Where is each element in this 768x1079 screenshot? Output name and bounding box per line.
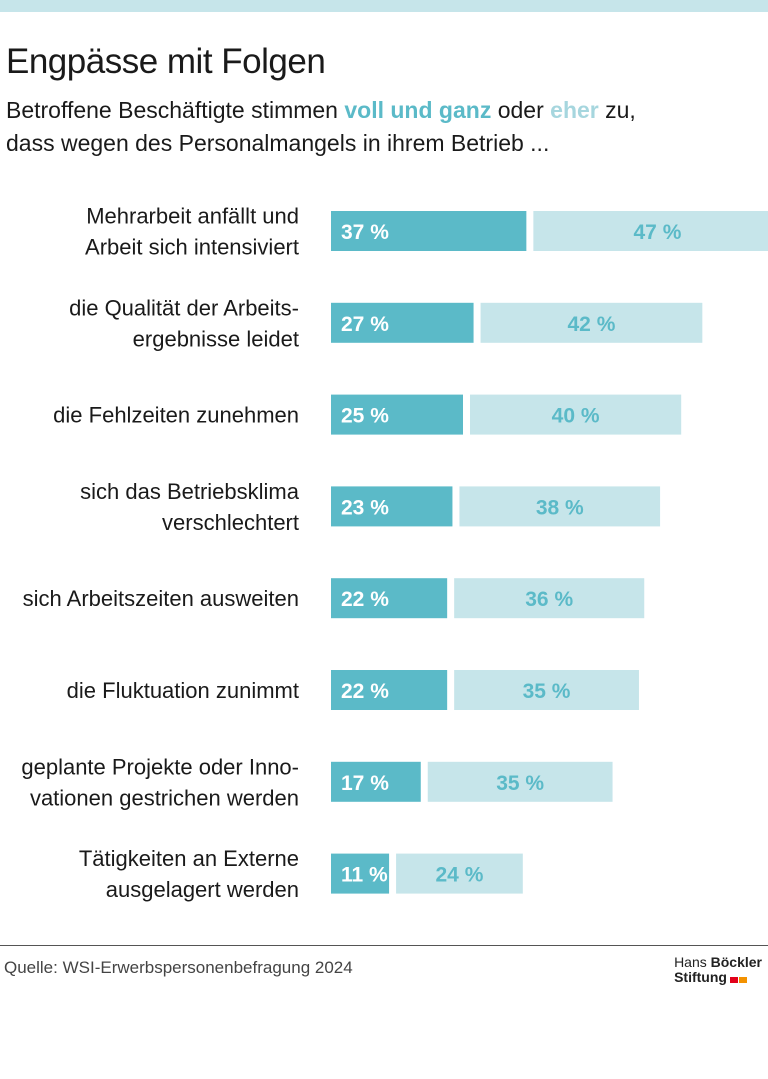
- hans-boeckler-stiftung-logo: Hans Böckler Stiftung: [674, 954, 762, 986]
- category-label: die Fluktuation zunimmt: [67, 678, 299, 703]
- subtitle-text-3: zu,: [598, 97, 636, 123]
- data-label-weak: 35 %: [496, 772, 544, 795]
- bar-weak: [396, 853, 523, 894]
- category-label: Mehrarbeit anfällt und: [86, 204, 299, 229]
- data-label-strong: 27 %: [341, 313, 389, 336]
- legend-strong-label: voll und ganz: [344, 97, 492, 123]
- bar-weak: [533, 211, 768, 251]
- subtitle-text-1: Betroffene Beschäftigte stimmen: [6, 97, 345, 123]
- bar-strong: [331, 211, 527, 251]
- chart-title: Engpässe mit Folgen: [6, 42, 326, 81]
- category-label: die Fehlzeiten zunehmen: [53, 403, 299, 428]
- bar-strong: [331, 670, 448, 710]
- legend-weak-label: eher: [550, 97, 599, 123]
- footer-divider: [0, 945, 768, 946]
- bar-strong: [331, 486, 453, 527]
- category-label: die Qualität der Arbeits-: [69, 295, 299, 320]
- source-note: Quelle: WSI-Erwerbspersonenbefragung 202…: [4, 958, 353, 977]
- bar-strong: [331, 761, 421, 802]
- data-label-strong: 17 %: [341, 772, 389, 795]
- category-label: Arbeit sich intensiviert: [85, 235, 299, 260]
- logo-mark-icon: [729, 971, 748, 986]
- data-label-strong: 11 %: [341, 864, 388, 887]
- data-label-strong: 23 %: [341, 496, 389, 519]
- bar-weak: [454, 578, 645, 619]
- data-label-weak: 36 %: [525, 588, 573, 611]
- data-label-strong: 25 %: [341, 405, 389, 428]
- data-label-strong: 22 %: [341, 588, 389, 611]
- bar-weak: [427, 761, 613, 802]
- bar-weak: [470, 394, 682, 435]
- category-label: Tätigkeiten an Externe: [79, 846, 299, 871]
- bar-strong: [331, 302, 474, 343]
- bar-strong: [331, 578, 448, 619]
- data-label-weak: 35 %: [523, 680, 571, 703]
- bar-weak: [480, 302, 703, 343]
- subtitle-line-2: dass wegen des Personalmangels in ihrem …: [6, 130, 550, 156]
- data-label-weak: 42 %: [568, 313, 616, 336]
- bar-strong: [331, 853, 390, 894]
- category-label: geplante Projekte oder Inno-: [21, 754, 299, 779]
- data-label-weak: 47 %: [634, 221, 682, 244]
- data-label-strong: 22 %: [341, 680, 389, 703]
- subtitle-text-2: oder: [491, 97, 551, 123]
- category-label: vationen gestrichen werden: [30, 785, 299, 810]
- data-label-weak: 40 %: [552, 405, 600, 428]
- data-label-weak: 38 %: [536, 496, 584, 519]
- category-label: verschlechtert: [162, 510, 299, 535]
- bar-weak: [454, 670, 639, 710]
- category-label: sich das Betriebsklima: [80, 479, 300, 504]
- data-label-weak: 24 %: [436, 864, 484, 887]
- data-label-strong: 37 %: [341, 221, 389, 244]
- category-label: ergebnisse leidet: [133, 326, 299, 351]
- category-label: sich Arbeitszeiten ausweiten: [23, 586, 299, 611]
- bar-strong: [331, 394, 463, 435]
- category-label: ausgelagert werden: [106, 877, 299, 902]
- chart-subtitle: Betroffene Beschäftigte stimmen voll und…: [6, 94, 746, 160]
- top-accent-bar: [0, 0, 768, 12]
- bar-weak: [459, 486, 661, 527]
- bar-chart: Mehrarbeit anfällt und Arbeit sich intens…: [21, 204, 768, 902]
